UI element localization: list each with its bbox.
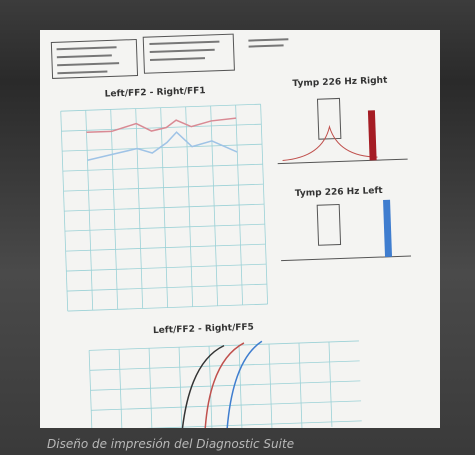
tymp-box [316, 204, 342, 246]
heading: Left/FF2 - Right/FF5 [153, 323, 254, 337]
right-curve [86, 117, 237, 134]
heading: Left/FF2 - Right/FF1 [105, 86, 206, 100]
heading: Tymp 226 Hz Left [295, 186, 384, 199]
left-curve [87, 131, 238, 162]
axis [277, 158, 408, 165]
heading: Tymp 226 Hz Right [292, 76, 388, 89]
tymp-bar [367, 110, 377, 161]
info-box [50, 38, 139, 79]
curve [204, 342, 245, 428]
caption: Diseño de impresión del Diagnostic Suite [47, 437, 295, 451]
curve [181, 344, 225, 428]
grid [60, 103, 269, 312]
info-box [142, 33, 235, 74]
tymp-bar [383, 199, 393, 257]
info-lines [56, 38, 289, 75]
curve [226, 340, 263, 428]
tymp-box [316, 97, 342, 140]
tymp-curve [282, 124, 378, 161]
